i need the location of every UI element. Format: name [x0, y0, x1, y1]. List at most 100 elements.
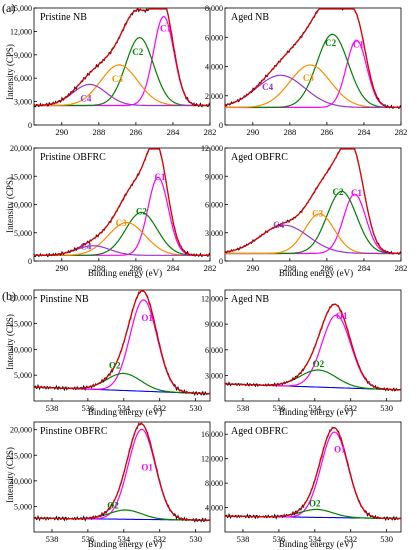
y-tick-label: 6,000	[14, 74, 32, 83]
peak-c4-label: C4	[262, 82, 273, 92]
peak-o2-label: O2	[313, 359, 325, 369]
y-tick-label: 0	[219, 257, 223, 266]
plot-frame	[224, 289, 402, 402]
y-tick-label: 12,000	[201, 295, 223, 304]
peak-c1-label: C1	[154, 172, 165, 182]
y-tick-label: 0	[219, 121, 223, 130]
x-tick-label: 536	[273, 534, 286, 544]
peak-c3-label: C3	[116, 218, 127, 228]
y-tick-label: 8,000	[205, 4, 223, 13]
peak-o1-label: O1	[336, 311, 348, 321]
x-tick-label: 288	[92, 263, 105, 273]
x-axis-label-a-row2-left: Binding energy (eV)	[88, 268, 162, 278]
fit-envelope-line	[34, 423, 210, 521]
y-tick-label: 0	[28, 121, 32, 130]
peak-c2-label: C2	[325, 38, 336, 48]
x-tick-label: 290	[55, 127, 68, 137]
x-tick-label: 534	[308, 403, 322, 413]
y-tick-label: 9,000	[205, 320, 223, 329]
x-axis-label-b-row2-right: Binding energy (eV)	[279, 539, 353, 549]
peak-c1-label: C1	[160, 23, 171, 33]
xps-panel-4: 290 288 286 284 28203,0006,0009,00012,000C1C…	[201, 144, 407, 273]
x-axis-label-b-row1-right: Binding energy (eV)	[279, 407, 353, 417]
raw-data-line	[33, 422, 211, 523]
x-tick-label: 532	[153, 534, 166, 544]
xps-panel-2: 290 288 286 284 28202,0004,0006,0008,000C1C2…	[205, 4, 407, 137]
peak-c1-label: C1	[353, 39, 364, 49]
peak-o2-label: O2	[109, 360, 121, 370]
xps-panel-6: 538 536 534 532 530 3,000 6,000 9,000 12,000 O1 O2…	[201, 289, 402, 413]
raw-data-line	[33, 148, 211, 258]
fit-envelope-line	[34, 148, 210, 256]
x-tick-label: 286	[321, 263, 334, 273]
peak-c3-curve	[225, 64, 401, 108]
y-tick-label: 20,000	[10, 294, 32, 303]
x-tick-label: 532	[344, 534, 357, 544]
fit-envelope-line	[224, 8, 401, 109]
x-tick-label: 532	[153, 403, 166, 413]
x-tick-label: 284	[167, 263, 181, 273]
y-axis-label-a-bottom: Intensity (CPS)	[5, 177, 15, 233]
y-tick-label: 10,000	[10, 477, 32, 486]
x-tick-label: 282	[204, 263, 217, 273]
x-tick-label: 530	[189, 403, 202, 413]
fit-envelope-line	[224, 148, 401, 255]
y-tick-label: 16,000	[201, 430, 223, 439]
xps-panel-7: 538 536 534 532 530 5,000 10,000 15,000 20,000 O1…	[10, 421, 211, 544]
x-tick-label: 534	[117, 534, 131, 544]
x-tick-label: 290	[246, 127, 259, 137]
panel-a-label: (a)	[2, 1, 15, 15]
panel-b-label: (b)	[2, 289, 16, 303]
y-tick-label: 5,000	[14, 502, 32, 511]
y-tick-label: 15,000	[10, 451, 32, 460]
peak-c2-curve	[225, 190, 401, 255]
x-tick-label: 536	[82, 534, 95, 544]
raw-data-line	[224, 148, 402, 255]
peak-c3-label: C3	[312, 209, 323, 219]
x-tick-label: 536	[82, 403, 95, 413]
x-axis-label-b-row2-left: Binding energy (eV)	[88, 539, 162, 549]
peak-c1-label: C1	[351, 188, 362, 198]
peak-c2-label: C2	[333, 187, 344, 197]
panel-title: Pinstine OBFRC	[40, 426, 108, 437]
x-tick-label: 286	[130, 127, 143, 137]
x-tick-label: 290	[246, 263, 259, 273]
x-tick-label: 282	[395, 127, 408, 137]
peak-o1-label: O1	[141, 313, 153, 323]
fit-envelope-line	[225, 427, 402, 520]
y-tick-label: 20,000	[10, 426, 32, 435]
panel-title: Pristine NB	[40, 12, 87, 23]
x-tick-label: 284	[358, 263, 372, 273]
x-tick-label: 286	[321, 127, 334, 137]
x-tick-label: 530	[189, 534, 202, 544]
peak-c4-curve	[224, 224, 401, 255]
panel-title: Aged NB	[231, 12, 269, 23]
peak-c3-label: C3	[112, 74, 123, 84]
xps-panel-5: 538 536 534 532 530 5,000 10,000 15,000 20,000 O1…	[10, 289, 211, 413]
y-tick-label: 3,000	[205, 229, 223, 238]
y-tick-label: 12,000	[201, 455, 223, 464]
x-tick-label: 534	[117, 403, 131, 413]
y-axis-label-b-top: Intensity (CPS)	[5, 314, 15, 370]
xps-panel-8: 538 536 534 532 530 4,000 8,000 12,000 16,000 O1 O…	[201, 421, 402, 544]
y-tick-label: 5,000	[14, 229, 32, 238]
x-tick-label: 284	[167, 127, 181, 137]
x-tick-label: 530	[380, 403, 393, 413]
panel-title: Aged OBFRC	[231, 152, 288, 163]
y-tick-label: 12,000	[10, 27, 32, 36]
x-tick-label: 530	[380, 534, 393, 544]
peak-o2-label: O2	[309, 498, 321, 508]
panel-title: Pinstine NB	[40, 294, 89, 305]
y-tick-label: 6,000	[205, 346, 223, 355]
x-tick-label: 288	[283, 127, 296, 137]
y-tick-label: 2,000	[205, 92, 223, 101]
x-tick-label: 288	[283, 263, 296, 273]
y-tick-label: 15,000	[10, 172, 32, 181]
x-tick-label: 282	[395, 263, 408, 273]
x-tick-label: 288	[92, 127, 105, 137]
x-tick-label: 538	[46, 534, 59, 544]
x-tick-label: 282	[204, 127, 217, 137]
peak-o2-label: O2	[107, 500, 119, 510]
plot-frame	[224, 421, 402, 533]
